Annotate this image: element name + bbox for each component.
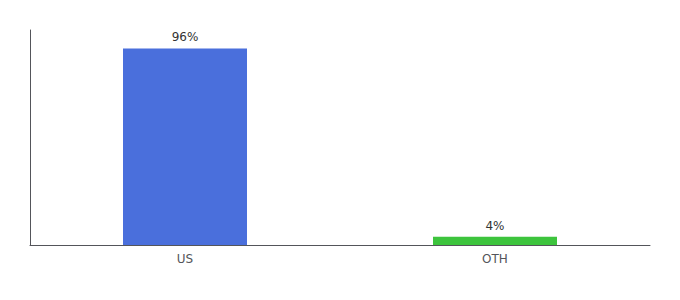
svg-text:US: US [177,252,193,266]
svg-text:OTH: OTH [482,252,508,266]
svg-text:96%: 96% [172,30,199,44]
svg-text:4%: 4% [485,219,504,233]
